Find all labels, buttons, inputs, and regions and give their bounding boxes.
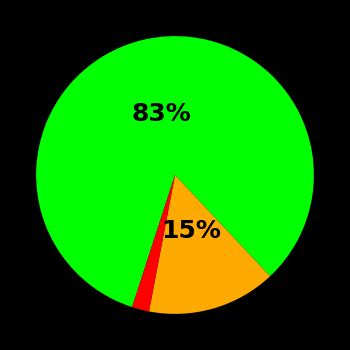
Wedge shape (36, 36, 314, 307)
Text: 83%: 83% (132, 102, 191, 126)
Wedge shape (149, 175, 270, 314)
Wedge shape (132, 175, 175, 312)
Text: 15%: 15% (161, 219, 221, 243)
